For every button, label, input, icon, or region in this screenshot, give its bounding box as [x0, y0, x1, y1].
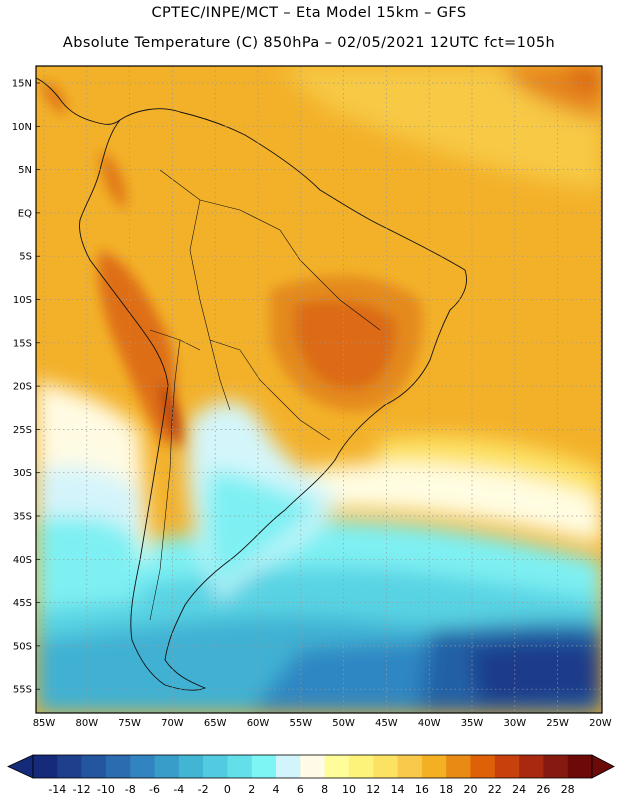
lon-label: 70W: [161, 718, 184, 729]
colorbar-swatch: [178, 755, 204, 778]
colorbar-label: -12: [73, 783, 91, 796]
colorbar-label: 6: [297, 783, 304, 796]
colorbar-swatch: [324, 755, 350, 778]
colorbar-label: -10: [97, 783, 115, 796]
colorbar-swatch: [446, 755, 471, 778]
colorbar-swatch: [130, 755, 155, 778]
lon-label: 65W: [204, 718, 227, 729]
colorbar-swatch: [276, 755, 301, 778]
colorbar-label: 8: [321, 783, 328, 796]
country-borders: [149, 169, 381, 621]
lon-label: 80W: [75, 718, 98, 729]
colorbar-swatch: [57, 755, 82, 778]
colorbar-swatch: [81, 755, 107, 778]
longitude-labels: 85W 80W 75W 70W 65W 60W 55W 50W 45W 40W 35W 30W 25W 2…: [33, 718, 612, 729]
colorbar-label: 2: [248, 783, 255, 796]
central-america-outline: [36, 77, 121, 125]
colorbar-swatch: [33, 755, 58, 778]
colorbar-labels: -14 -12 -10 -8 -6 -4 -2 0 2 4 6 8 10 12 14 16 18 20 22 24 26…: [48, 783, 574, 796]
lon-label: 50W: [332, 718, 355, 729]
lon-label: 60W: [247, 718, 270, 729]
colorbar-label: 4: [273, 783, 280, 796]
colorbar-arrow-left: [7, 754, 34, 779]
title-line-1: CPTEC/INPE/MCT – Eta Model 15km – GFS: [151, 5, 467, 21]
colorbar-swatch: [494, 755, 520, 778]
lat-label: 55S: [13, 685, 32, 696]
lon-label: 40W: [418, 718, 441, 729]
colorbar-label: 22: [488, 783, 502, 796]
map-frame: [35, 65, 603, 714]
lat-label: EQ: [18, 208, 32, 219]
colorbar-label: 24: [512, 783, 526, 796]
colorbar-label: 26: [536, 783, 550, 796]
lat-label: 15S: [13, 338, 32, 349]
gridlines: [36, 66, 602, 713]
colorbar: [7, 754, 615, 779]
colorbar-swatch: [543, 755, 568, 778]
colorbar-label: 16: [415, 783, 429, 796]
colorbar-label: -8: [125, 783, 136, 796]
lat-label: 25S: [13, 425, 32, 436]
lat-label: 15N: [12, 79, 32, 90]
colorbar-swatch: [251, 755, 277, 778]
colorbar-label: -4: [173, 783, 184, 796]
lon-label: 20W: [589, 718, 612, 729]
lat-label: 30S: [13, 468, 32, 479]
coastlines: [36, 77, 467, 691]
lat-label: 35S: [13, 512, 32, 523]
colorbar-swatch: [519, 755, 544, 778]
colorbar-swatch: [348, 755, 374, 778]
colorbar-label: 10: [342, 783, 356, 796]
lon-label: 45W: [375, 718, 398, 729]
lat-label: 45S: [13, 598, 32, 609]
colorbar-label: -2: [198, 783, 209, 796]
lat-label: 5S: [19, 252, 32, 263]
colorbar-swatch: [300, 755, 325, 778]
latitude-labels: 15N 10N 5N EQ 5S 10S 15S 20S 25S 30S 35S 40S 45S 50S 5…: [12, 79, 32, 696]
lon-label: 35W: [461, 718, 484, 729]
lon-label: 25W: [546, 718, 569, 729]
colorbar-label: 0: [224, 783, 231, 796]
colorbar-label: 20: [463, 783, 477, 796]
colorbar-swatch: [105, 755, 131, 778]
lon-label: 75W: [118, 718, 141, 729]
colorbar-swatch: [373, 755, 398, 778]
colorbar-label: 28: [561, 783, 575, 796]
title-line-2: Absolute Temperature (C) 850hPa – 02/05/…: [62, 35, 556, 51]
colorbar-swatch: [470, 755, 496, 778]
lat-label: 10N: [12, 122, 32, 133]
lat-label: 40S: [13, 555, 32, 566]
colorbar-label: 18: [439, 783, 453, 796]
colorbar-swatch: [203, 755, 228, 778]
colorbar-swatch: [397, 755, 423, 778]
lon-label: 55W: [289, 718, 312, 729]
colorbar-label: 14: [391, 783, 405, 796]
temperature-field: [36, 66, 602, 713]
colorbar-swatch: [567, 755, 593, 778]
lat-label: 20S: [13, 382, 32, 393]
colorbar-label: -14: [48, 783, 66, 796]
colorbar-label: 12: [366, 783, 380, 796]
lat-label: 50S: [13, 641, 32, 652]
colorbar-arrow-right: [591, 754, 615, 779]
lat-label: 5N: [18, 165, 32, 176]
south-america-outline: [79, 108, 467, 691]
colorbar-label: -6: [149, 783, 160, 796]
lat-label: 10S: [13, 295, 32, 306]
colorbar-swatch: [227, 755, 253, 778]
lon-label: 85W: [33, 718, 56, 729]
colorbar-swatch: [154, 755, 180, 778]
lon-label: 30W: [503, 718, 526, 729]
colorbar-swatch: [421, 755, 447, 778]
